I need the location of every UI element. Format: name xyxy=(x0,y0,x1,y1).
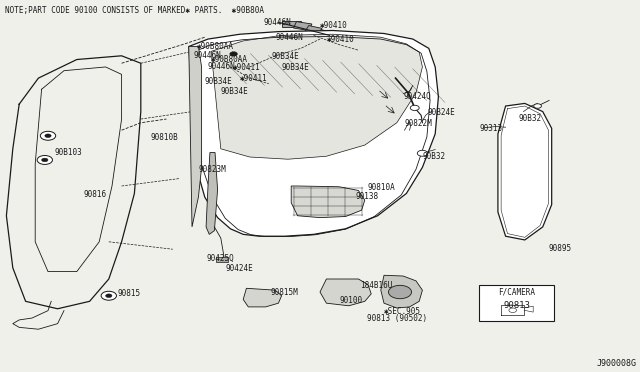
Text: 90313: 90313 xyxy=(480,124,503,133)
Text: ✱90410: ✱90410 xyxy=(320,21,348,30)
Text: 90815M: 90815M xyxy=(270,288,298,297)
Circle shape xyxy=(106,294,112,298)
Text: NOTE;PART CODE 90100 CONSISTS OF MARKED✱ PARTS.  ✱90B80A: NOTE;PART CODE 90100 CONSISTS OF MARKED✱… xyxy=(5,6,264,15)
Text: 90446N: 90446N xyxy=(208,62,236,71)
Circle shape xyxy=(534,104,541,108)
Text: 90B32: 90B32 xyxy=(518,114,541,123)
Text: 90B24E: 90B24E xyxy=(428,108,455,117)
Bar xyxy=(207,42,225,49)
Text: 90810A: 90810A xyxy=(368,183,396,192)
Circle shape xyxy=(410,105,419,110)
Bar xyxy=(479,285,554,321)
Text: ✱90B80AA: ✱90B80AA xyxy=(211,55,248,64)
Polygon shape xyxy=(291,186,365,218)
Text: ✱SEC.905: ✱SEC.905 xyxy=(384,307,421,316)
Circle shape xyxy=(230,52,237,56)
Text: 90B32: 90B32 xyxy=(422,152,445,161)
Text: 184B16U: 184B16U xyxy=(360,281,392,290)
Text: 90813 (90502): 90813 (90502) xyxy=(367,314,428,323)
Text: 90816: 90816 xyxy=(83,190,106,199)
Text: 90424E: 90424E xyxy=(225,264,253,273)
Bar xyxy=(216,257,228,262)
Text: ✱90410: ✱90410 xyxy=(326,35,354,44)
Text: 90138: 90138 xyxy=(355,192,378,201)
Bar xyxy=(294,22,312,31)
Bar xyxy=(220,45,235,52)
Bar xyxy=(389,73,402,81)
Text: 90B34E: 90B34E xyxy=(282,63,309,72)
Text: 90446N: 90446N xyxy=(264,18,291,27)
Text: 90100: 90100 xyxy=(339,296,362,305)
Polygon shape xyxy=(189,46,202,227)
Polygon shape xyxy=(498,103,552,240)
Polygon shape xyxy=(211,34,422,159)
Text: ✱90411: ✱90411 xyxy=(240,74,268,83)
Bar xyxy=(208,54,227,61)
Text: 90424Q: 90424Q xyxy=(403,92,431,100)
Polygon shape xyxy=(381,275,422,308)
Bar xyxy=(282,21,301,27)
Bar xyxy=(317,29,333,38)
Bar xyxy=(305,26,322,34)
Polygon shape xyxy=(206,153,218,234)
Text: 90815: 90815 xyxy=(117,289,140,298)
Text: 90425Q: 90425Q xyxy=(207,254,234,263)
Text: 90446N: 90446N xyxy=(193,51,221,60)
Polygon shape xyxy=(189,31,438,236)
Text: 90822M: 90822M xyxy=(404,119,432,128)
Text: ✱90B80AA: ✱90B80AA xyxy=(196,42,234,51)
Bar xyxy=(233,61,247,69)
Text: 90B103: 90B103 xyxy=(54,148,82,157)
Text: F/CAMERA: F/CAMERA xyxy=(498,288,535,297)
Text: 90895: 90895 xyxy=(548,244,572,253)
Circle shape xyxy=(417,150,428,156)
Circle shape xyxy=(40,131,56,140)
Polygon shape xyxy=(243,288,282,307)
Text: 90810B: 90810B xyxy=(150,133,178,142)
Bar xyxy=(402,121,415,126)
Circle shape xyxy=(101,291,116,300)
Text: ✱90411: ✱90411 xyxy=(232,63,260,72)
Circle shape xyxy=(37,155,52,164)
Text: 90B34E: 90B34E xyxy=(221,87,248,96)
Circle shape xyxy=(45,134,51,138)
Text: 90823M: 90823M xyxy=(198,165,226,174)
Circle shape xyxy=(42,158,48,162)
Text: 90B34E: 90B34E xyxy=(272,52,300,61)
Text: 90B34E: 90B34E xyxy=(205,77,232,86)
Bar xyxy=(221,57,236,65)
Text: J900008G: J900008G xyxy=(596,359,637,368)
Circle shape xyxy=(388,285,412,299)
Text: 90813: 90813 xyxy=(503,301,530,310)
Text: 90446N: 90446N xyxy=(275,33,303,42)
Polygon shape xyxy=(320,279,371,306)
